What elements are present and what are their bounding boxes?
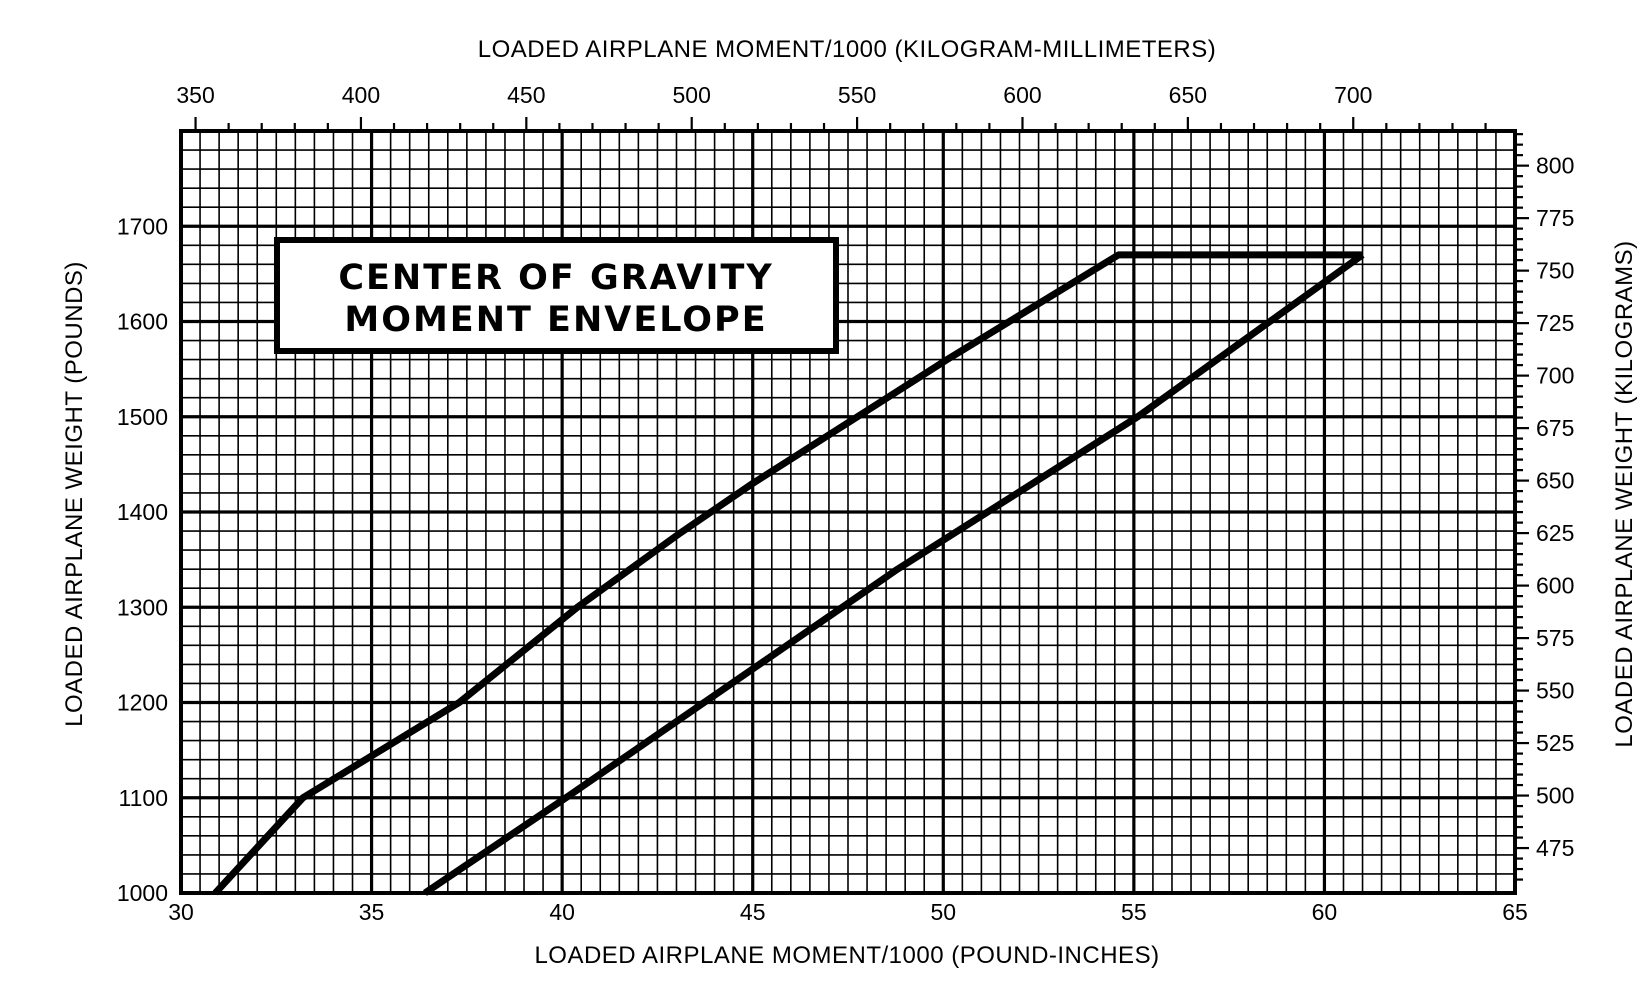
chart-title-line-1: CENTER OF GRAVITY xyxy=(338,258,773,298)
y2-tick-label: 775 xyxy=(1536,205,1574,231)
y-tick-label: 1000 xyxy=(117,880,168,906)
y-tick-label: 1300 xyxy=(117,594,168,620)
x2-tick-label: 550 xyxy=(838,82,876,108)
y-axis-title: LOADED AIRPLANE WEIGHT (POUNDS) xyxy=(61,261,88,727)
y2-tick-label: 500 xyxy=(1536,783,1574,809)
y2-tick-label: 725 xyxy=(1536,310,1574,336)
y2-tick-label: 700 xyxy=(1536,363,1574,389)
y-tick-label: 1100 xyxy=(119,785,168,811)
x-tick-label: 50 xyxy=(930,899,956,925)
y-tick-label: 1400 xyxy=(117,499,168,525)
y2-tick-label: 650 xyxy=(1536,468,1574,494)
chart-title-box: CENTER OF GRAVITY MOMENT ENVELOPE xyxy=(274,237,839,354)
x2-tick-label: 450 xyxy=(507,82,545,108)
x2-axis-title: LOADED AIRPLANE MOMENT/1000 (KILOGRAM-MI… xyxy=(478,36,1217,63)
envelope-series-line xyxy=(212,251,1363,896)
y2-axis-title: LOADED AIRPLANE WEIGHT (KILOGRAMS) xyxy=(1611,240,1638,747)
y-tick-label: 1500 xyxy=(117,404,168,430)
y-tick-label: 1700 xyxy=(117,213,168,239)
envelope-lines xyxy=(212,251,1365,896)
x2-tick-label: 600 xyxy=(1003,82,1041,108)
y2-tick-label: 550 xyxy=(1536,678,1574,704)
y2-tick-label: 600 xyxy=(1536,573,1574,599)
y2-tick-label: 800 xyxy=(1536,153,1574,179)
x-tick-label: 35 xyxy=(359,899,385,925)
y-tick-label: 1600 xyxy=(117,309,168,335)
major-grid xyxy=(179,129,1517,895)
x-tick-label: 45 xyxy=(740,899,766,925)
x-tick-label: 30 xyxy=(168,899,194,925)
envelope-series-line xyxy=(422,251,1365,896)
x2-tick-label: 500 xyxy=(673,82,711,108)
y2-tick-label: 525 xyxy=(1536,730,1574,756)
chart-title-line-2: MOMENT ENVELOPE xyxy=(344,300,767,340)
y-tick-label: 1200 xyxy=(117,690,168,716)
x2-tick-label: 700 xyxy=(1334,82,1372,108)
x-tick-label: 60 xyxy=(1312,899,1338,925)
y2-tick-label: 675 xyxy=(1536,415,1574,441)
axis-ticks xyxy=(194,117,1529,881)
x-axis-title: LOADED AIRPLANE MOMENT/1000 (POUND-INCHE… xyxy=(534,942,1159,969)
x-tick-label: 65 xyxy=(1502,899,1528,925)
y2-tick-label: 575 xyxy=(1536,625,1574,651)
y2-tick-label: 625 xyxy=(1536,520,1574,546)
x-tick-label: 55 xyxy=(1121,899,1147,925)
y2-tick-label: 750 xyxy=(1536,258,1574,284)
x2-tick-label: 400 xyxy=(342,82,380,108)
x-tick-label: 40 xyxy=(549,899,575,925)
y2-tick-label: 475 xyxy=(1536,835,1574,861)
title-box-frame xyxy=(274,237,839,354)
x2-tick-label: 650 xyxy=(1169,82,1207,108)
tick-labels: 30 35 40 45 50 55 60 65 1000 1100 1200 1300 1400 1500… xyxy=(117,82,1575,925)
x2-tick-label: 350 xyxy=(176,82,214,108)
